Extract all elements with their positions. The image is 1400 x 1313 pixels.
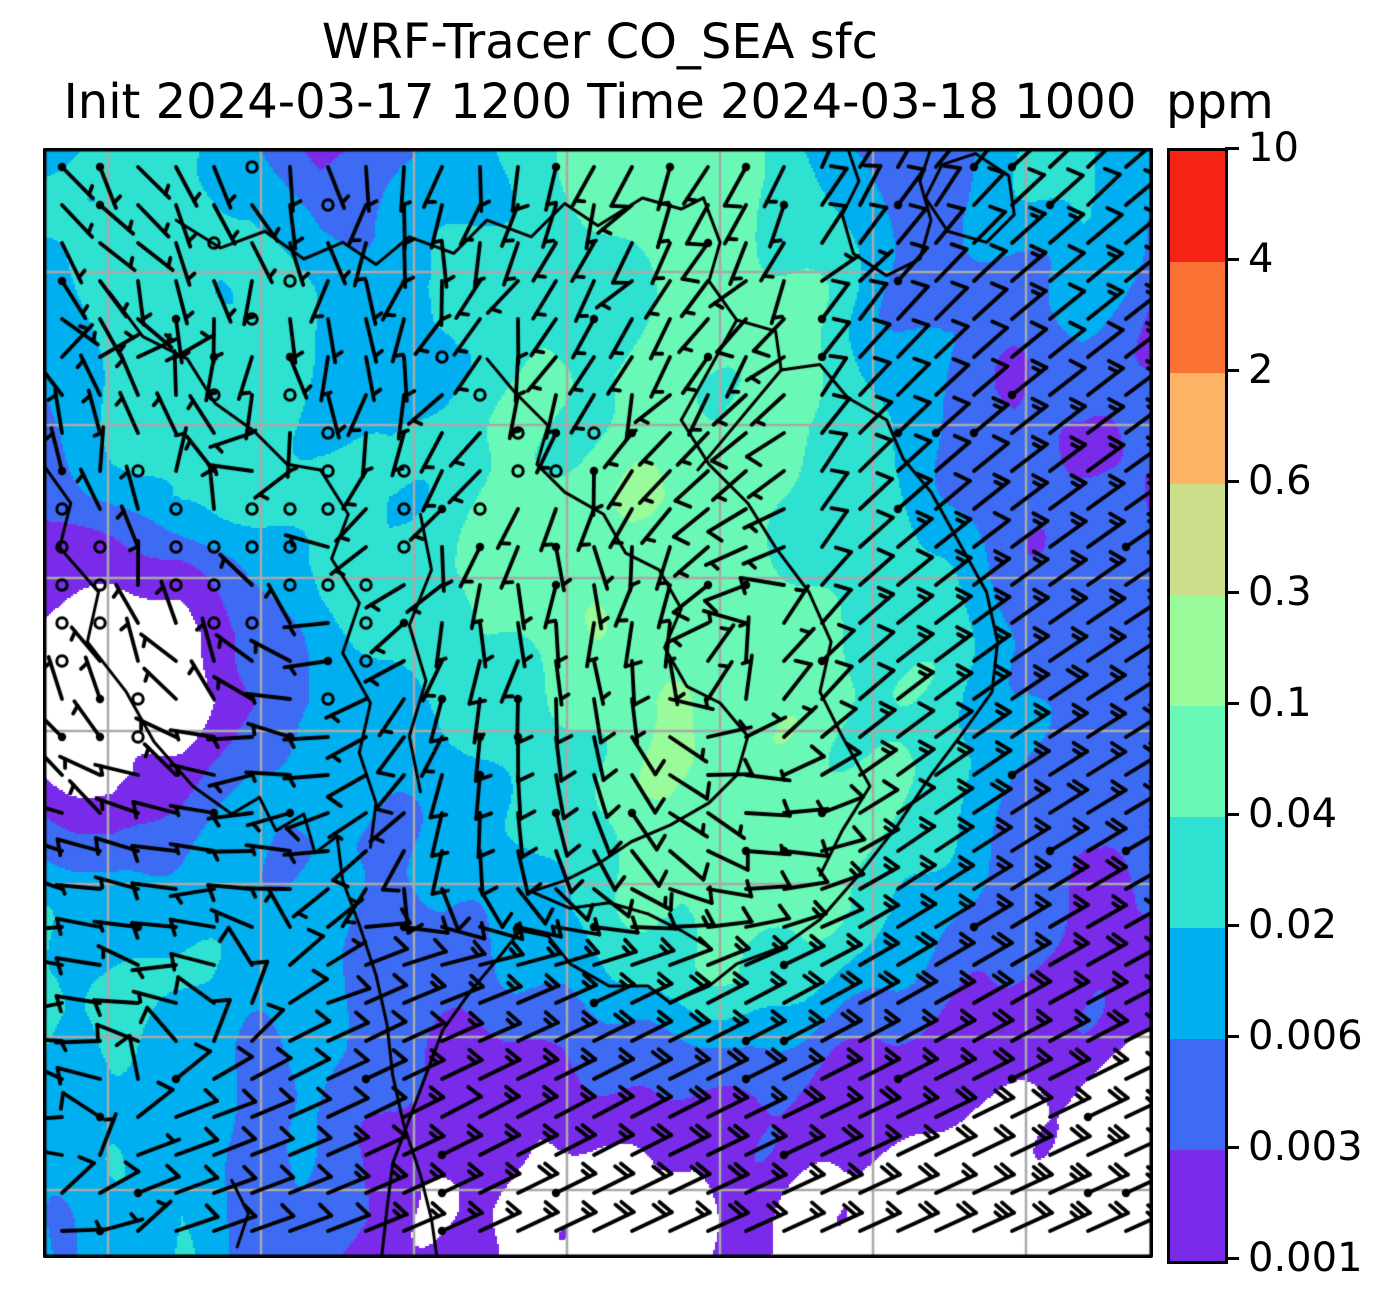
chart-title: WRF-Tracer CO_SEA sfc [321, 14, 879, 70]
colorbar-tick-label: 0.001 [1248, 1235, 1363, 1281]
colorbar-tick [1225, 701, 1239, 705]
colorbar-tick [1225, 479, 1239, 483]
colorbar-tick-label: 0.006 [1248, 1013, 1363, 1059]
colorbar-segment [1170, 1039, 1225, 1150]
colorbar-tick-label: 0.3 [1248, 569, 1312, 615]
colorbar-segment [1170, 817, 1225, 928]
colorbar-tick [1225, 368, 1239, 372]
colorbar-tick [1225, 1145, 1239, 1149]
colorbar-segment [1170, 373, 1225, 484]
colorbar-tick-label: 0.6 [1248, 458, 1312, 504]
colorbar-tick [1225, 257, 1239, 261]
colorbar-tick-label: 10 [1248, 125, 1299, 171]
colorbar-segment [1170, 151, 1225, 262]
colorbar-tick-label: 2 [1248, 347, 1274, 393]
colorbar-segment [1170, 928, 1225, 1039]
chart-subtitle-init-time: Init 2024-03-17 1200 Time 2024-03-18 100… [63, 74, 1137, 130]
colorbar-segment [1170, 706, 1225, 817]
colorbar-tick-label: 0.1 [1248, 680, 1312, 726]
colorbar-tick-label: 4 [1248, 236, 1274, 282]
colorbar-tick-label: 0.04 [1248, 791, 1338, 837]
colorbar [1167, 148, 1228, 1264]
colorbar-segment [1170, 1150, 1225, 1261]
colorbar-tick [1225, 590, 1239, 594]
colorbar-segment [1170, 262, 1225, 373]
colorbar-tick [1225, 923, 1239, 927]
colorbar-tick-label: 0.003 [1248, 1124, 1363, 1170]
colorbar-tick [1225, 812, 1239, 816]
tracer-map-canvas [43, 148, 1153, 1258]
colorbar-units-label: ppm [1166, 74, 1274, 130]
colorbar-tick [1225, 1034, 1239, 1038]
colorbar-segment [1170, 484, 1225, 595]
colorbar-tick-label: 0.02 [1248, 902, 1338, 948]
colorbar-tick [1225, 146, 1239, 150]
colorbar-segment [1170, 595, 1225, 706]
colorbar-tick [1225, 1256, 1239, 1260]
